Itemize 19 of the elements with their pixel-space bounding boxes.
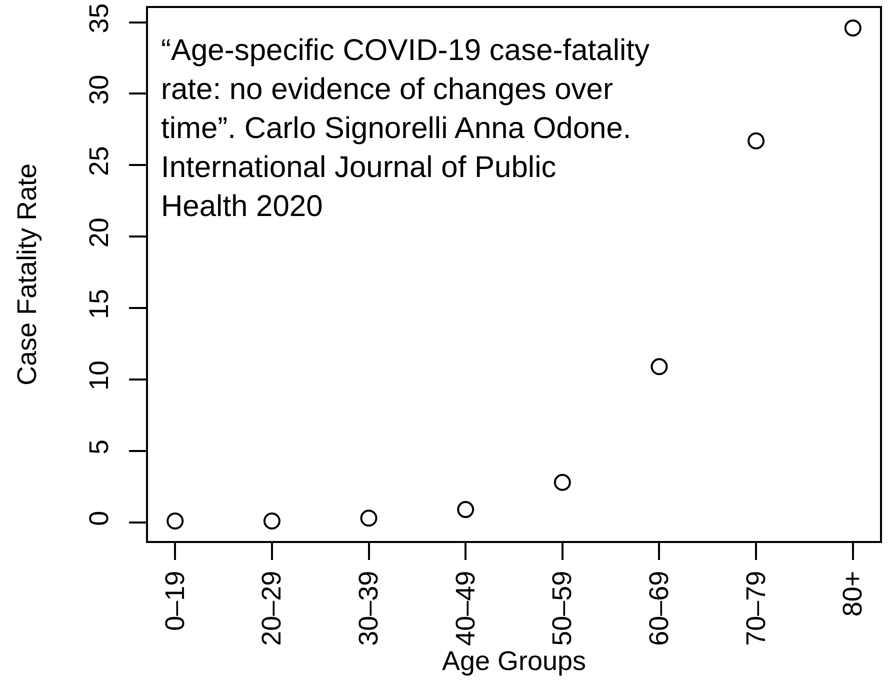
y-tick-label: 30 bbox=[84, 74, 114, 105]
y-tick-label: 25 bbox=[84, 146, 114, 176]
y-tick-label: 5 bbox=[84, 439, 114, 454]
x-tick-label: 30–39 bbox=[354, 570, 384, 646]
y-tick-label: 10 bbox=[84, 360, 114, 391]
x-tick-label: 20–29 bbox=[256, 570, 287, 646]
y-tick-label: 20 bbox=[84, 218, 114, 248]
x-tick-label: 40–49 bbox=[450, 570, 480, 646]
x-axis-title: Age Groups bbox=[442, 646, 586, 676]
y-tick-label: 35 bbox=[84, 3, 114, 34]
x-tick-label: 50–59 bbox=[547, 570, 578, 646]
annotation: “Age-specific COVID-19 case-fatality rate: no evidence of changes over time”. Carlo Signorelli Anna Odone. International Journal of Public Health 2020 bbox=[161, 34, 650, 223]
x-tick-label: 80+ bbox=[838, 570, 868, 617]
x-tick-label: 70–79 bbox=[740, 570, 771, 646]
y-axis-title: Case Fatality Rate bbox=[12, 163, 42, 386]
y-tick-label: 0 bbox=[84, 510, 114, 526]
x-tick-label: 0–19 bbox=[160, 570, 190, 631]
y-tick-label: 15 bbox=[84, 289, 114, 320]
x-tick-label: 60–69 bbox=[644, 570, 674, 646]
